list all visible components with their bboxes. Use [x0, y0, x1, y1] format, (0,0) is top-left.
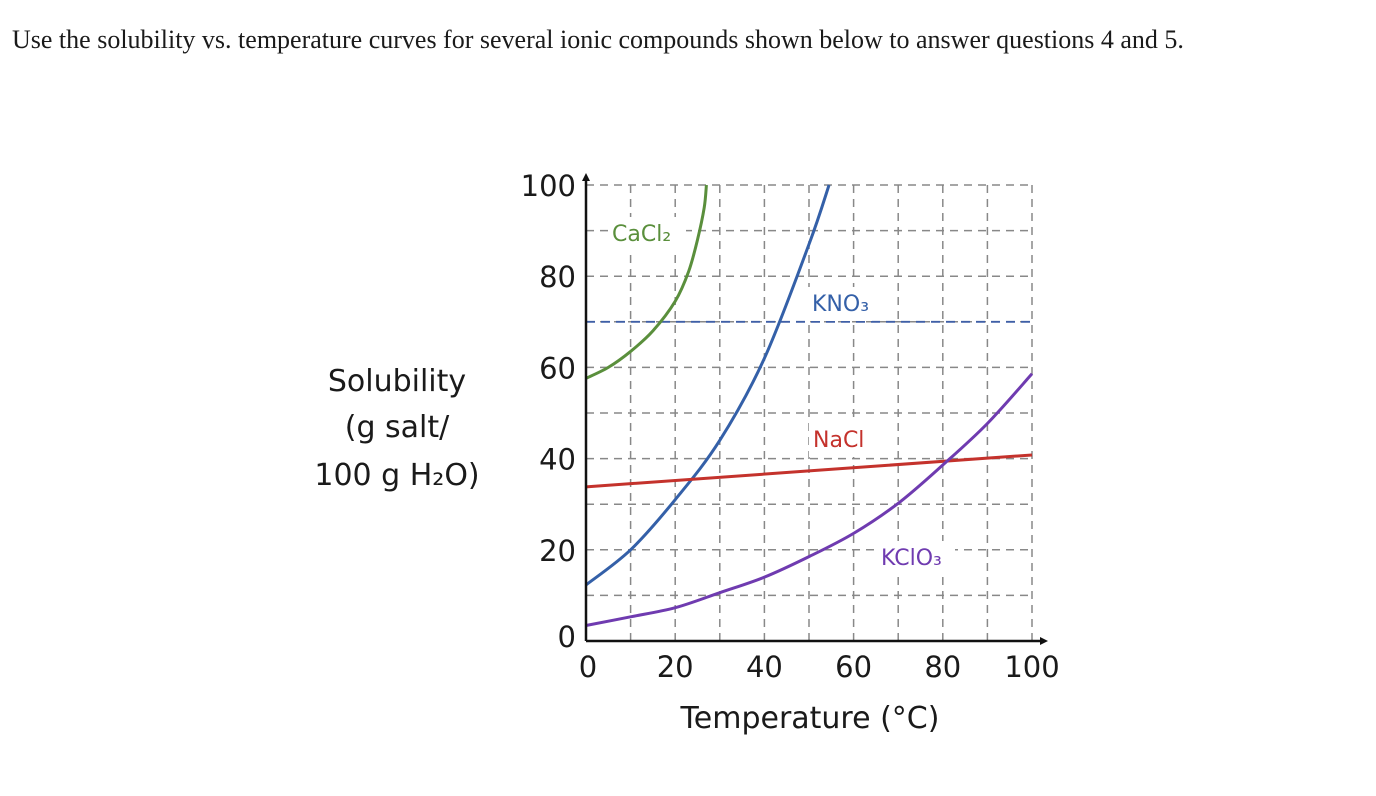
series-label: NaCl: [813, 428, 864, 453]
x-tick-label: 40: [746, 650, 783, 684]
series-line-nacl: [585, 453, 1033, 489]
y-tick-label: 20: [539, 534, 576, 568]
series-lines: [585, 184, 1034, 627]
x-tick-label: 80: [924, 650, 961, 684]
y-tick-label: 40: [539, 443, 576, 477]
series-line-cacl: [585, 184, 708, 380]
x-axis-label: Temperature (°C): [680, 701, 940, 736]
x-tick-label: 0: [579, 650, 597, 684]
series-label-background: [809, 423, 873, 457]
axes: [582, 173, 1048, 645]
series-line-kno: [585, 184, 831, 587]
x-tick-label: 100: [1004, 650, 1059, 684]
y-tick-label: 80: [539, 260, 576, 294]
series-label-background: [808, 287, 872, 321]
series-line-kclo: [585, 372, 1034, 627]
tick-labels: 0 20 40 60 80 100 0 20 40 60 80 100: [521, 169, 1060, 684]
x-tick-label: 60: [835, 650, 872, 684]
series-label: CaCl₂: [612, 222, 671, 247]
x-tick-label: 20: [657, 650, 694, 684]
x-axis-arrow-icon: [1040, 637, 1048, 645]
y-axis-arrow-icon: [582, 173, 590, 181]
series-label: KNO₃: [812, 292, 869, 317]
series-label-background: [877, 541, 955, 575]
y-tick-label: 100: [521, 169, 576, 203]
series-labels: CaCl₂ KNO₃ NaCl KClO₃: [608, 217, 955, 575]
y-axis-label-line-1: Solubility: [328, 364, 466, 399]
y-axis-label-line-3: 100 g H₂O): [314, 458, 479, 493]
grid: [586, 184, 1033, 641]
y-tick-label: 0: [558, 620, 576, 654]
y-tick-label: 60: [539, 351, 576, 385]
y-axis-label-line-2: (g salt/: [345, 410, 450, 445]
series-label-background: [608, 217, 686, 251]
question-intro-text: Use the solubility vs. temperature curve…: [12, 25, 1184, 54]
series-label: KClO₃: [881, 546, 942, 571]
